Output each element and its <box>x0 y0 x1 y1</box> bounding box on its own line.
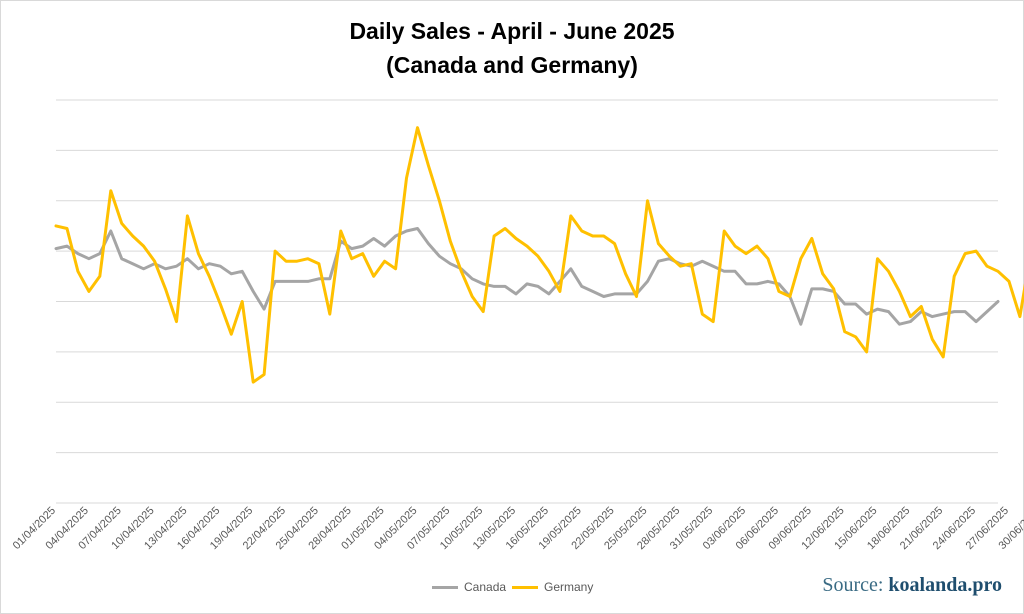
legend-swatch-canada <box>432 585 458 589</box>
gridlines <box>56 99 998 504</box>
legend-label-canada: Canada <box>464 580 507 594</box>
source-site: koalanda.pro <box>888 574 1002 596</box>
legend-item-canada: Canada <box>432 580 506 594</box>
legend-label-germany: Germany <box>544 580 594 594</box>
chart-title-line-1: Daily Sales - April - June 2025 <box>349 18 675 44</box>
legend-item-germany: Germany <box>512 580 593 594</box>
series-line-germany <box>54 126 1024 384</box>
chart-title-line-2: (Canada and Germany) <box>386 52 638 78</box>
legend-swatch-germany <box>512 585 538 589</box>
chart-title: Daily Sales - April - June 2025 (Canada … <box>0 14 1024 82</box>
series-line-canada <box>54 227 1000 326</box>
x-axis-tick-labels: 01/04/202504/04/202507/04/202510/04/2025… <box>11 505 1024 552</box>
source-label: Source: <box>822 574 884 596</box>
legend: Canada Germany <box>0 580 1024 600</box>
source-credit: Source: koalanda.pro <box>822 574 1002 597</box>
series-lines <box>54 126 1024 384</box>
